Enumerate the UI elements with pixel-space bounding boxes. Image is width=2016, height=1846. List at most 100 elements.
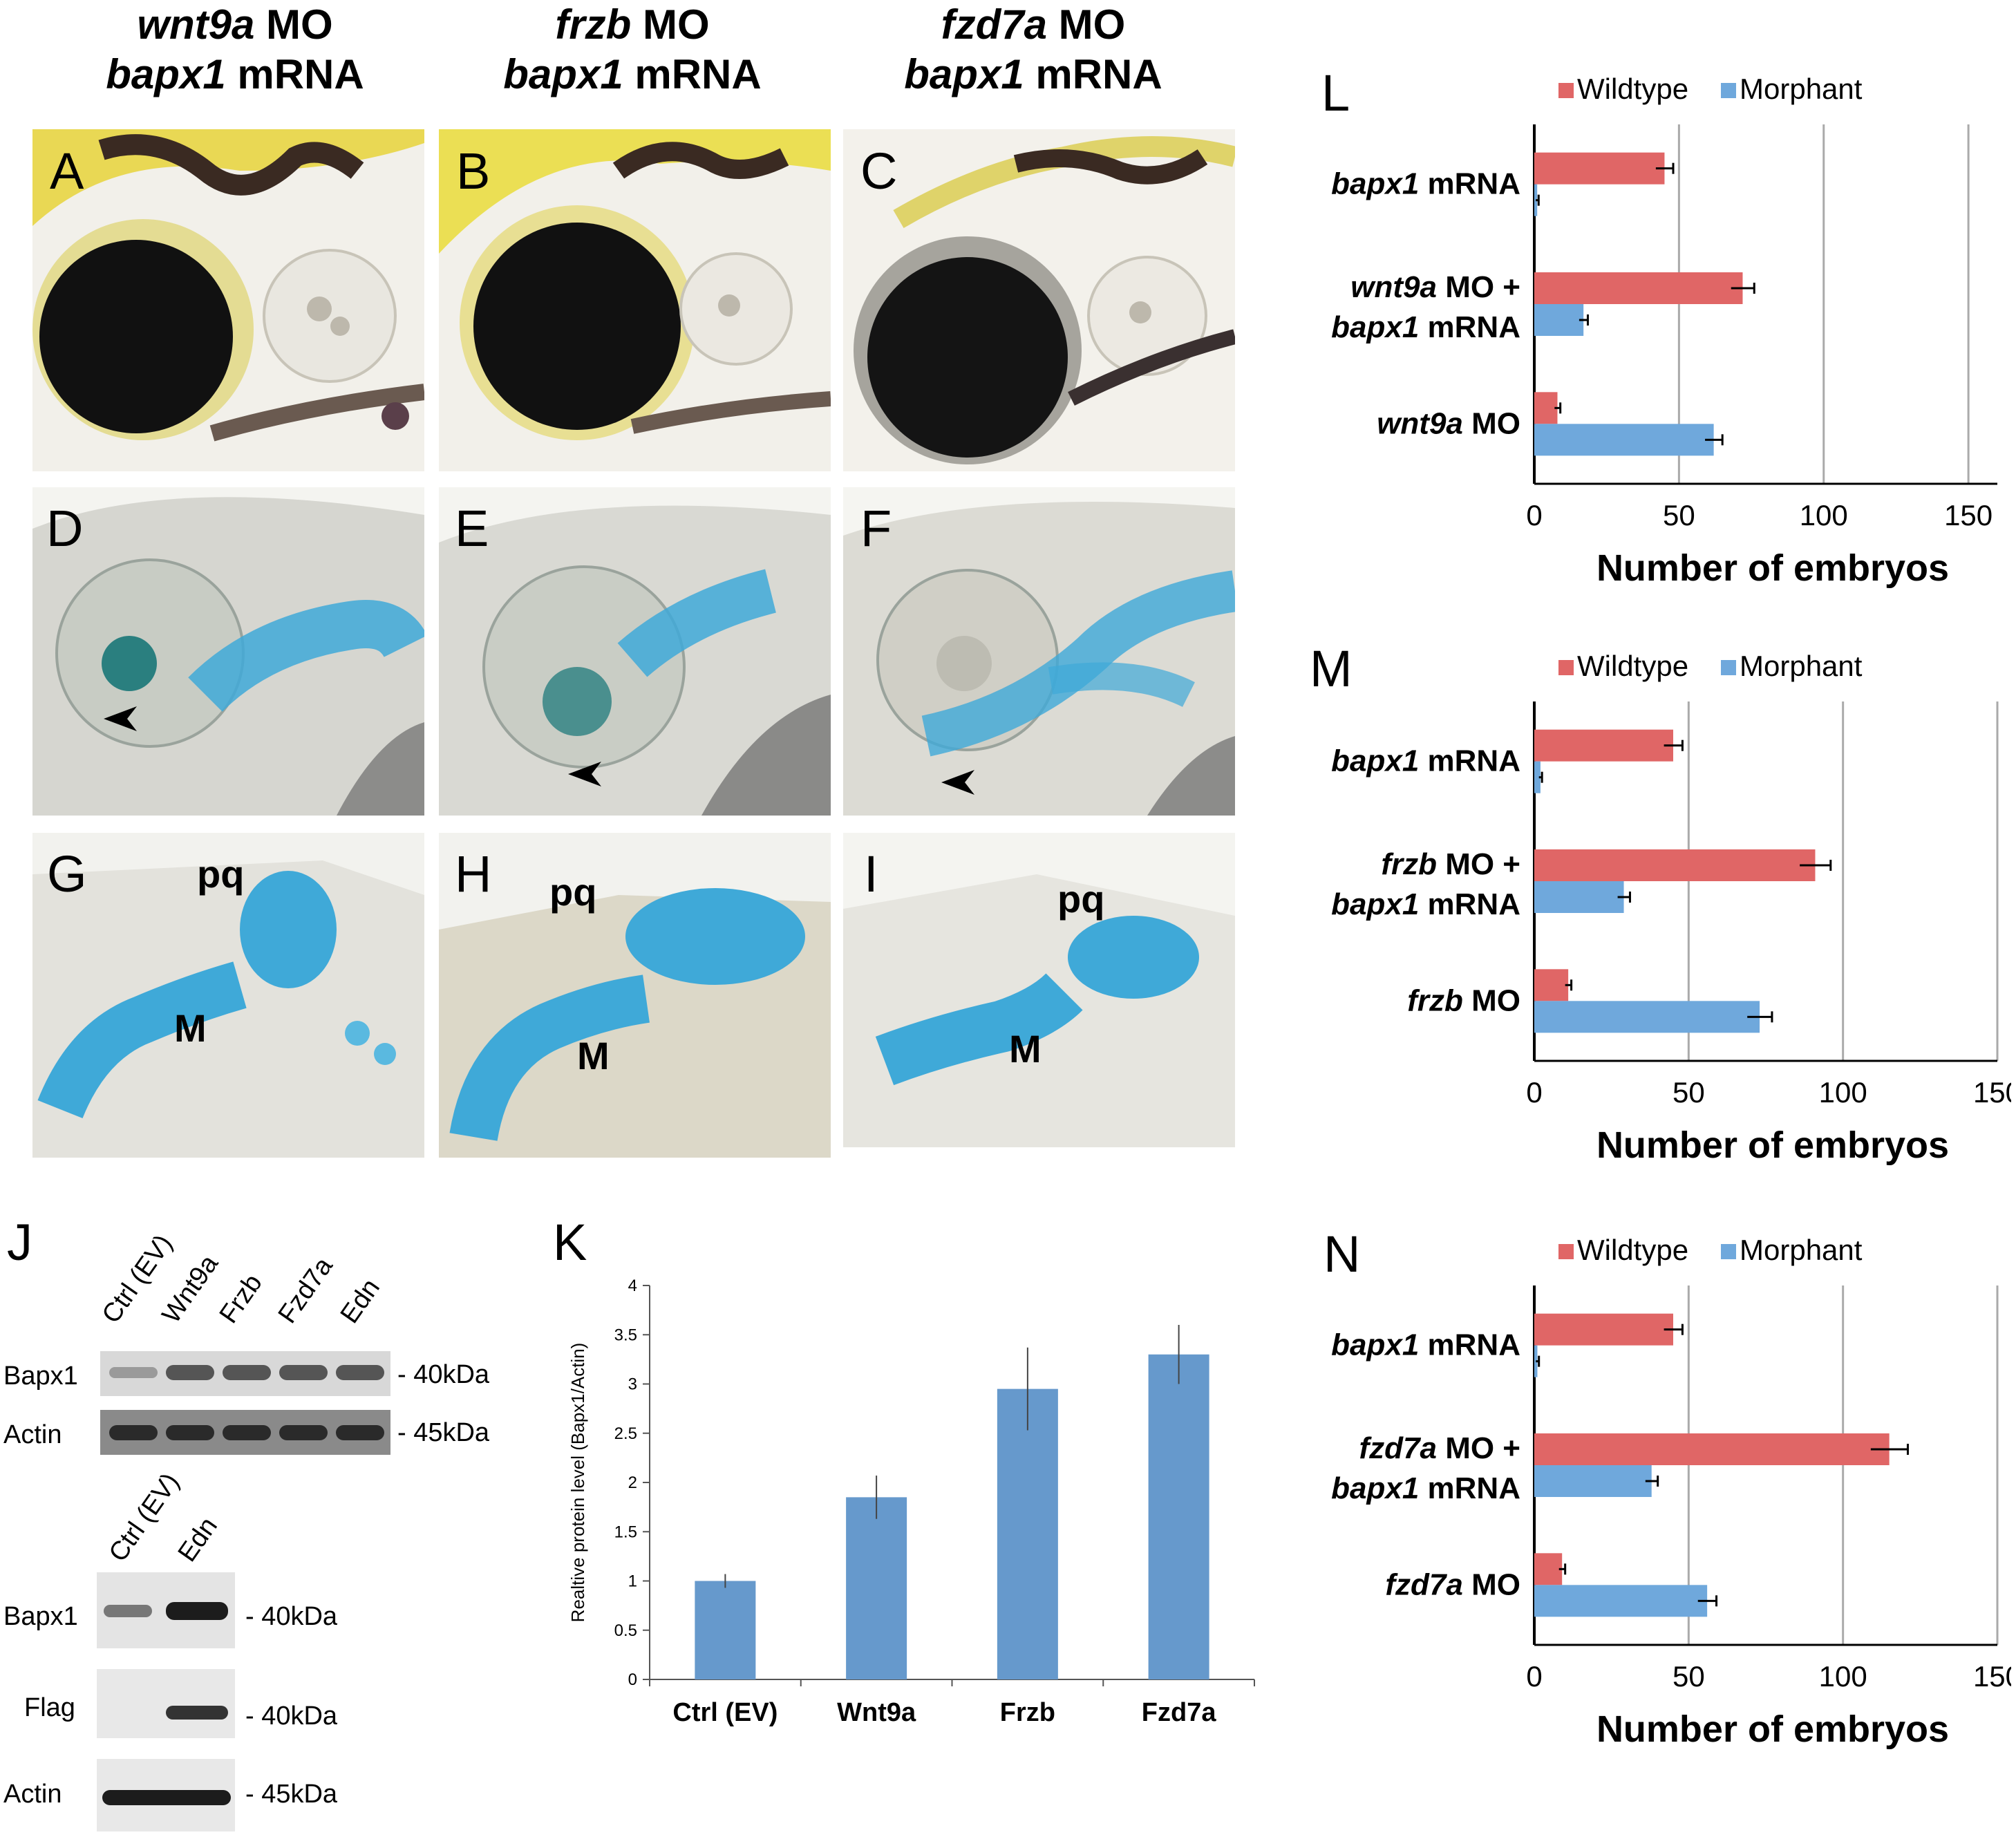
bar-morphant: [1534, 1001, 1760, 1033]
legend-swatch-wildtype: [1558, 83, 1574, 98]
bar-wildtype: [1534, 272, 1743, 304]
bar-morphant: [1534, 424, 1714, 456]
panel-letter-k: K: [553, 1214, 587, 1271]
bar: [1148, 1354, 1209, 1679]
category-label: frzb MO +: [1381, 847, 1520, 881]
legend-label: Wildtype: [1577, 1234, 1688, 1266]
lane-label: Edn: [335, 1273, 386, 1329]
x-tick-label: Wnt9a: [837, 1698, 916, 1727]
blot-size-label: - 45kDa: [245, 1780, 338, 1809]
y-tick-label: 0.5: [614, 1621, 637, 1640]
label-m: M: [174, 1006, 207, 1050]
legend-label: Wildtype: [1577, 73, 1688, 105]
label-m: M: [1009, 1027, 1042, 1071]
bar-wildtype: [1534, 1553, 1563, 1585]
blot-row-label: Bapx1: [3, 1362, 78, 1391]
legend-label: Morphant: [1740, 1234, 1863, 1266]
bar-morphant: [1534, 1585, 1708, 1617]
legend-swatch-morphant: [1721, 660, 1736, 675]
column-title-2: frzb MO bapx1 mRNA: [503, 1, 762, 97]
y-tick-label: 0: [628, 1670, 637, 1689]
category-label: wnt9a MO: [1377, 406, 1520, 440]
photo-panel-i: [843, 833, 1235, 1147]
photo-panel-d: [32, 487, 424, 816]
lane-label: Ctrl (EV): [103, 1468, 185, 1567]
x-tick-label: Ctrl (EV): [672, 1698, 778, 1727]
blot-band: [223, 1365, 271, 1380]
y-tick-label: 2: [628, 1473, 637, 1492]
legend-swatch-wildtype: [1558, 1244, 1574, 1259]
label-m: M: [577, 1034, 610, 1077]
label-pq: pq: [197, 852, 245, 896]
photo-panel-g: [32, 833, 424, 1158]
category-label: fzd7a MO: [1385, 1567, 1520, 1601]
photo-panel-f: [843, 487, 1235, 816]
blot-size-label: - 40kDa: [397, 1360, 490, 1389]
category-label: fzd7a MO +: [1359, 1431, 1520, 1465]
bar: [846, 1497, 907, 1679]
x-tick-label: 0: [1526, 1660, 1542, 1693]
x-tick-label: 50: [1663, 499, 1695, 531]
blot-band: [336, 1365, 384, 1380]
blot-size-label: - 40kDa: [245, 1602, 338, 1631]
label-pq: pq: [1057, 877, 1105, 921]
panel-letter-j: J: [7, 1214, 32, 1271]
blot-band: [166, 1365, 214, 1380]
bar-wildtype: [1534, 729, 1673, 762]
x-tick-label: 100: [1800, 499, 1848, 531]
photo-panel-a: [32, 129, 424, 471]
bar-wildtype: [1534, 969, 1569, 1001]
x-tick-label: 50: [1673, 1660, 1705, 1693]
x-tick-label: 150: [1944, 499, 1993, 531]
panel-letter-n: N: [1323, 1225, 1361, 1283]
bar-wildtype: [1534, 152, 1665, 185]
x-tick-label: 150: [1973, 1076, 2011, 1109]
column-title-1: wnt9a MO bapx1 mRNA: [106, 1, 364, 97]
bar-morphant: [1534, 881, 1624, 913]
y-tick-label: 3: [628, 1375, 637, 1394]
bar: [695, 1581, 756, 1679]
bar-morphant: [1534, 1465, 1652, 1497]
blot-size-label: - 40kDa: [245, 1702, 338, 1731]
panel-letter-m: M: [1310, 640, 1353, 697]
label-pq: pq: [549, 870, 597, 914]
blot-band: [166, 1706, 228, 1720]
category-label: wnt9a MO +: [1350, 270, 1520, 304]
blot-row-label: Actin: [3, 1420, 62, 1449]
y-tick-label: 3.5: [614, 1326, 637, 1344]
blot-row-label: Actin: [3, 1780, 62, 1809]
y-tick-label: 1.5: [614, 1523, 637, 1541]
x-tick-label: Frzb: [1000, 1698, 1055, 1727]
panel-letter-l: L: [1321, 64, 1350, 122]
y-tick-label: 2.5: [614, 1424, 637, 1443]
panel-letter-i: I: [864, 845, 878, 903]
x-tick-label: Fzd7a: [1142, 1698, 1217, 1727]
lane-label: Frzb: [214, 1269, 268, 1329]
legend-swatch-wildtype: [1558, 660, 1574, 675]
panel-letter-f: F: [860, 500, 892, 557]
category-label: bapx1 mRNA: [1331, 310, 1520, 344]
blot-row-label: Bapx1: [3, 1602, 78, 1631]
category-label: bapx1 mRNA: [1331, 1471, 1520, 1505]
bar-wildtype: [1534, 849, 1816, 881]
bar-morphant: [1534, 761, 1541, 793]
column-title-3: fzd7a MO bapx1 mRNA: [904, 1, 1162, 97]
x-tick-label: 150: [1973, 1660, 2011, 1693]
chart-n: Wildtype Morphant 0 50 100 150 bapx1 mRNA fzd7a…: [1331, 1234, 2011, 1750]
panel-letter-e: E: [455, 500, 489, 557]
blot-band: [336, 1425, 384, 1440]
x-tick-label: 0: [1526, 1076, 1542, 1109]
category-label: bapx1 mRNA: [1331, 744, 1520, 778]
blot-band: [223, 1425, 271, 1440]
x-axis-label: Number of embryos: [1596, 547, 1949, 589]
bar-morphant: [1534, 304, 1584, 336]
category-label: frzb MO: [1407, 983, 1520, 1017]
category-label: bapx1 mRNA: [1331, 887, 1520, 921]
x-axis-label: Number of embryos: [1596, 1708, 1949, 1750]
panel-letter-h: H: [455, 845, 492, 903]
y-axis-label: Realtive protein level (Bapx1/Actin): [567, 1343, 588, 1623]
blot-band: [104, 1605, 152, 1617]
lane-label: Edn: [172, 1511, 223, 1567]
panel-letter-d: D: [46, 500, 84, 557]
x-tick-label: 0: [1526, 499, 1542, 531]
